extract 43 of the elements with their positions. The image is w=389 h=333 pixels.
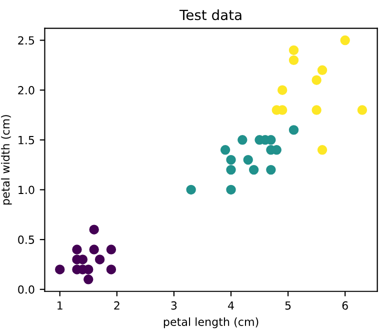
point — [220, 145, 230, 155]
point — [89, 244, 99, 254]
point — [277, 85, 288, 95]
x-tick-label: 4 — [228, 301, 234, 310]
point — [312, 105, 322, 115]
x-tick-label: 1 — [58, 301, 62, 310]
point — [288, 55, 299, 66]
point — [288, 45, 299, 56]
y-tick-label: 1.5 — [18, 136, 34, 144]
y-tick-label: 1.0 — [18, 186, 34, 194]
point — [84, 264, 94, 274]
point — [266, 164, 276, 175]
point — [106, 244, 116, 254]
y-axis-title: petal width (cm) — [1, 115, 12, 205]
point — [248, 164, 259, 175]
point — [72, 244, 82, 254]
y-tick-label: 2.0 — [18, 86, 34, 94]
chart-title: Test data — [179, 9, 242, 20]
x-tick-label: 2 — [114, 301, 120, 310]
x-tick-label: 5 — [285, 301, 291, 310]
point — [340, 35, 350, 46]
point — [54, 264, 65, 274]
point — [226, 154, 236, 165]
point — [89, 224, 99, 234]
point — [243, 154, 253, 165]
point — [238, 135, 248, 145]
point — [186, 184, 196, 195]
point — [317, 145, 328, 155]
point — [288, 125, 299, 135]
point — [94, 254, 105, 264]
point — [357, 105, 368, 115]
y-tick-label: 0.5 — [18, 236, 34, 244]
point — [226, 164, 236, 175]
x-axis-title: petal length (cm) — [164, 317, 258, 328]
point — [84, 274, 94, 284]
y-tick-label: 2.5 — [18, 36, 34, 45]
point — [226, 184, 236, 195]
y-tick-label: 0.0 — [18, 285, 34, 294]
x-tick-label: 3 — [171, 301, 177, 310]
point — [106, 264, 116, 274]
point — [317, 65, 328, 76]
point — [312, 75, 322, 85]
x-tick-label: 6 — [342, 301, 348, 310]
